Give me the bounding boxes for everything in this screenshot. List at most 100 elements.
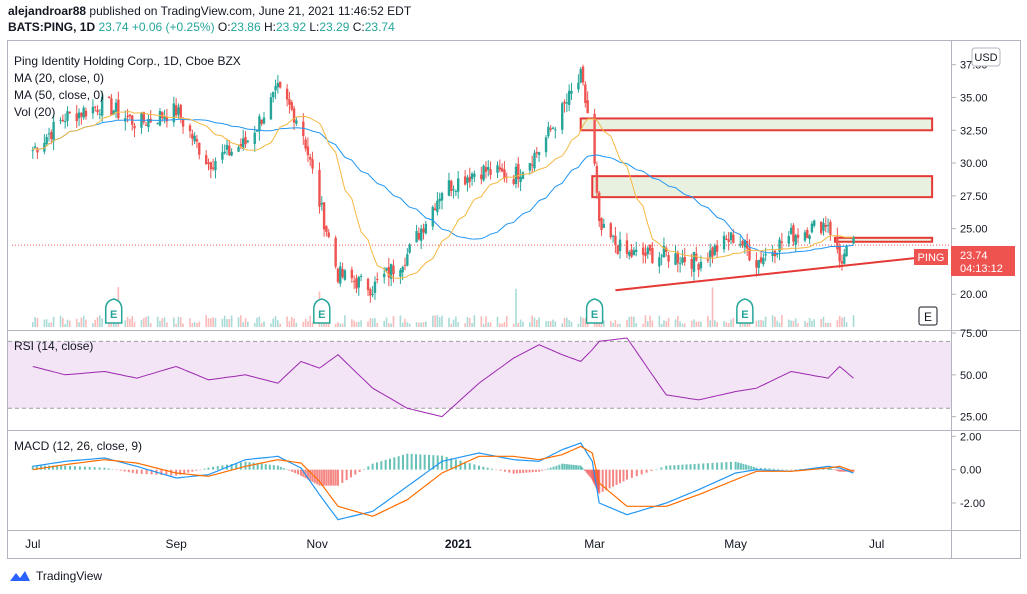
macd-histogram-bar <box>388 458 391 470</box>
candle-body <box>514 166 518 185</box>
volume-bar <box>230 315 233 327</box>
volume-bar <box>813 319 816 327</box>
candle-body <box>593 113 596 164</box>
resistance-zone[interactable] <box>834 236 934 243</box>
volume-bar <box>212 317 214 327</box>
candle-body <box>533 152 536 169</box>
earnings-marker[interactable] <box>313 298 331 324</box>
volume-bar <box>549 321 552 327</box>
candle-body <box>776 253 779 255</box>
earnings-toggle-button[interactable] <box>918 306 938 326</box>
candle-body <box>806 230 809 239</box>
volume-bar <box>649 315 651 327</box>
volume-bar <box>399 315 402 327</box>
candle-body <box>713 245 717 255</box>
resistance-zone[interactable] <box>579 117 934 132</box>
candle-body <box>500 168 504 172</box>
volume-bar <box>198 321 201 327</box>
macd-histogram-bar <box>316 469 319 485</box>
volume-bar <box>441 315 443 327</box>
resistance-zone[interactable] <box>591 175 934 199</box>
rsi-axis: 75.00 50.00 25.00 <box>951 328 988 424</box>
volume-bar <box>388 323 390 327</box>
candle-body <box>741 240 744 246</box>
annotation-zones[interactable] <box>579 117 934 243</box>
tradingview-logo-icon <box>10 571 30 581</box>
volume-bar <box>566 317 568 327</box>
macd-histogram-bar <box>615 469 618 485</box>
earnings-marker[interactable] <box>104 298 123 324</box>
volume-bar <box>177 316 180 327</box>
candle-body <box>630 249 633 257</box>
volume-bar <box>730 319 732 327</box>
candle-body <box>725 238 728 240</box>
candle-body <box>708 250 712 259</box>
macd-histogram-bar <box>512 469 515 474</box>
macd-histogram-bar <box>445 456 448 470</box>
volume-bar <box>771 315 774 327</box>
candle-body <box>142 111 145 123</box>
volume-bar <box>369 318 372 327</box>
candle-body <box>31 150 35 152</box>
volume-bar <box>274 316 277 327</box>
earnings-marker-label: E <box>110 309 117 321</box>
candle-body <box>63 121 67 123</box>
candle-body <box>107 96 111 99</box>
volume-bar <box>535 319 538 327</box>
macd-histogram-bar <box>131 469 134 473</box>
candle-body <box>318 169 321 207</box>
volume-bar <box>355 322 358 327</box>
volume-bar <box>464 323 466 327</box>
macd-histogram-bar <box>239 462 242 470</box>
candle-body <box>389 264 393 279</box>
macd-histogram-bar <box>428 454 431 470</box>
candle-body <box>468 176 471 182</box>
volume-bar <box>371 318 374 327</box>
earnings-marker[interactable] <box>736 298 754 324</box>
macd-histogram-bar <box>268 464 271 470</box>
candle-body <box>473 173 476 177</box>
volume-legend: Vol (20) <box>14 105 55 119</box>
axis-tick-label: 35.00 <box>960 92 988 104</box>
volume-bar <box>681 323 684 327</box>
candle-body <box>563 101 566 104</box>
candle-body <box>549 128 552 130</box>
volume-bar <box>480 316 483 327</box>
candle-body <box>172 103 176 123</box>
volume-bar <box>374 318 376 327</box>
macd-histogram-bar <box>528 469 531 473</box>
candle-body <box>743 239 747 248</box>
candle-body <box>82 107 85 118</box>
candle-body <box>565 102 569 104</box>
earnings-marker[interactable] <box>585 298 604 324</box>
volume-bar <box>223 315 226 327</box>
volume-bar <box>561 323 564 327</box>
macd-histogram-bar <box>486 467 489 470</box>
volume-bar <box>776 320 779 327</box>
candle-body <box>350 269 354 279</box>
candle-body <box>722 235 726 250</box>
candle-body <box>295 120 298 124</box>
candle-body <box>512 179 515 184</box>
candle-body <box>433 208 437 211</box>
volume-bar <box>260 323 263 327</box>
candle-body <box>551 127 555 129</box>
volume-bar <box>288 321 291 327</box>
footer-brand[interactable]: TradingView <box>8 568 102 584</box>
volume-bar <box>568 320 570 327</box>
volume-bar <box>383 320 386 327</box>
candle-body <box>272 91 275 98</box>
candle-body <box>165 117 169 122</box>
candle-body <box>584 84 587 103</box>
currency-box[interactable] <box>971 47 1001 67</box>
volume-bar <box>841 317 843 327</box>
macd-histogram-bar <box>327 469 330 486</box>
macd-histogram-bar <box>827 467 830 470</box>
macd-histogram-bar <box>745 464 748 470</box>
candle-body <box>454 191 458 193</box>
macd-histogram-bar <box>832 469 835 471</box>
trendline[interactable] <box>615 256 921 292</box>
candle-body <box>68 111 71 113</box>
